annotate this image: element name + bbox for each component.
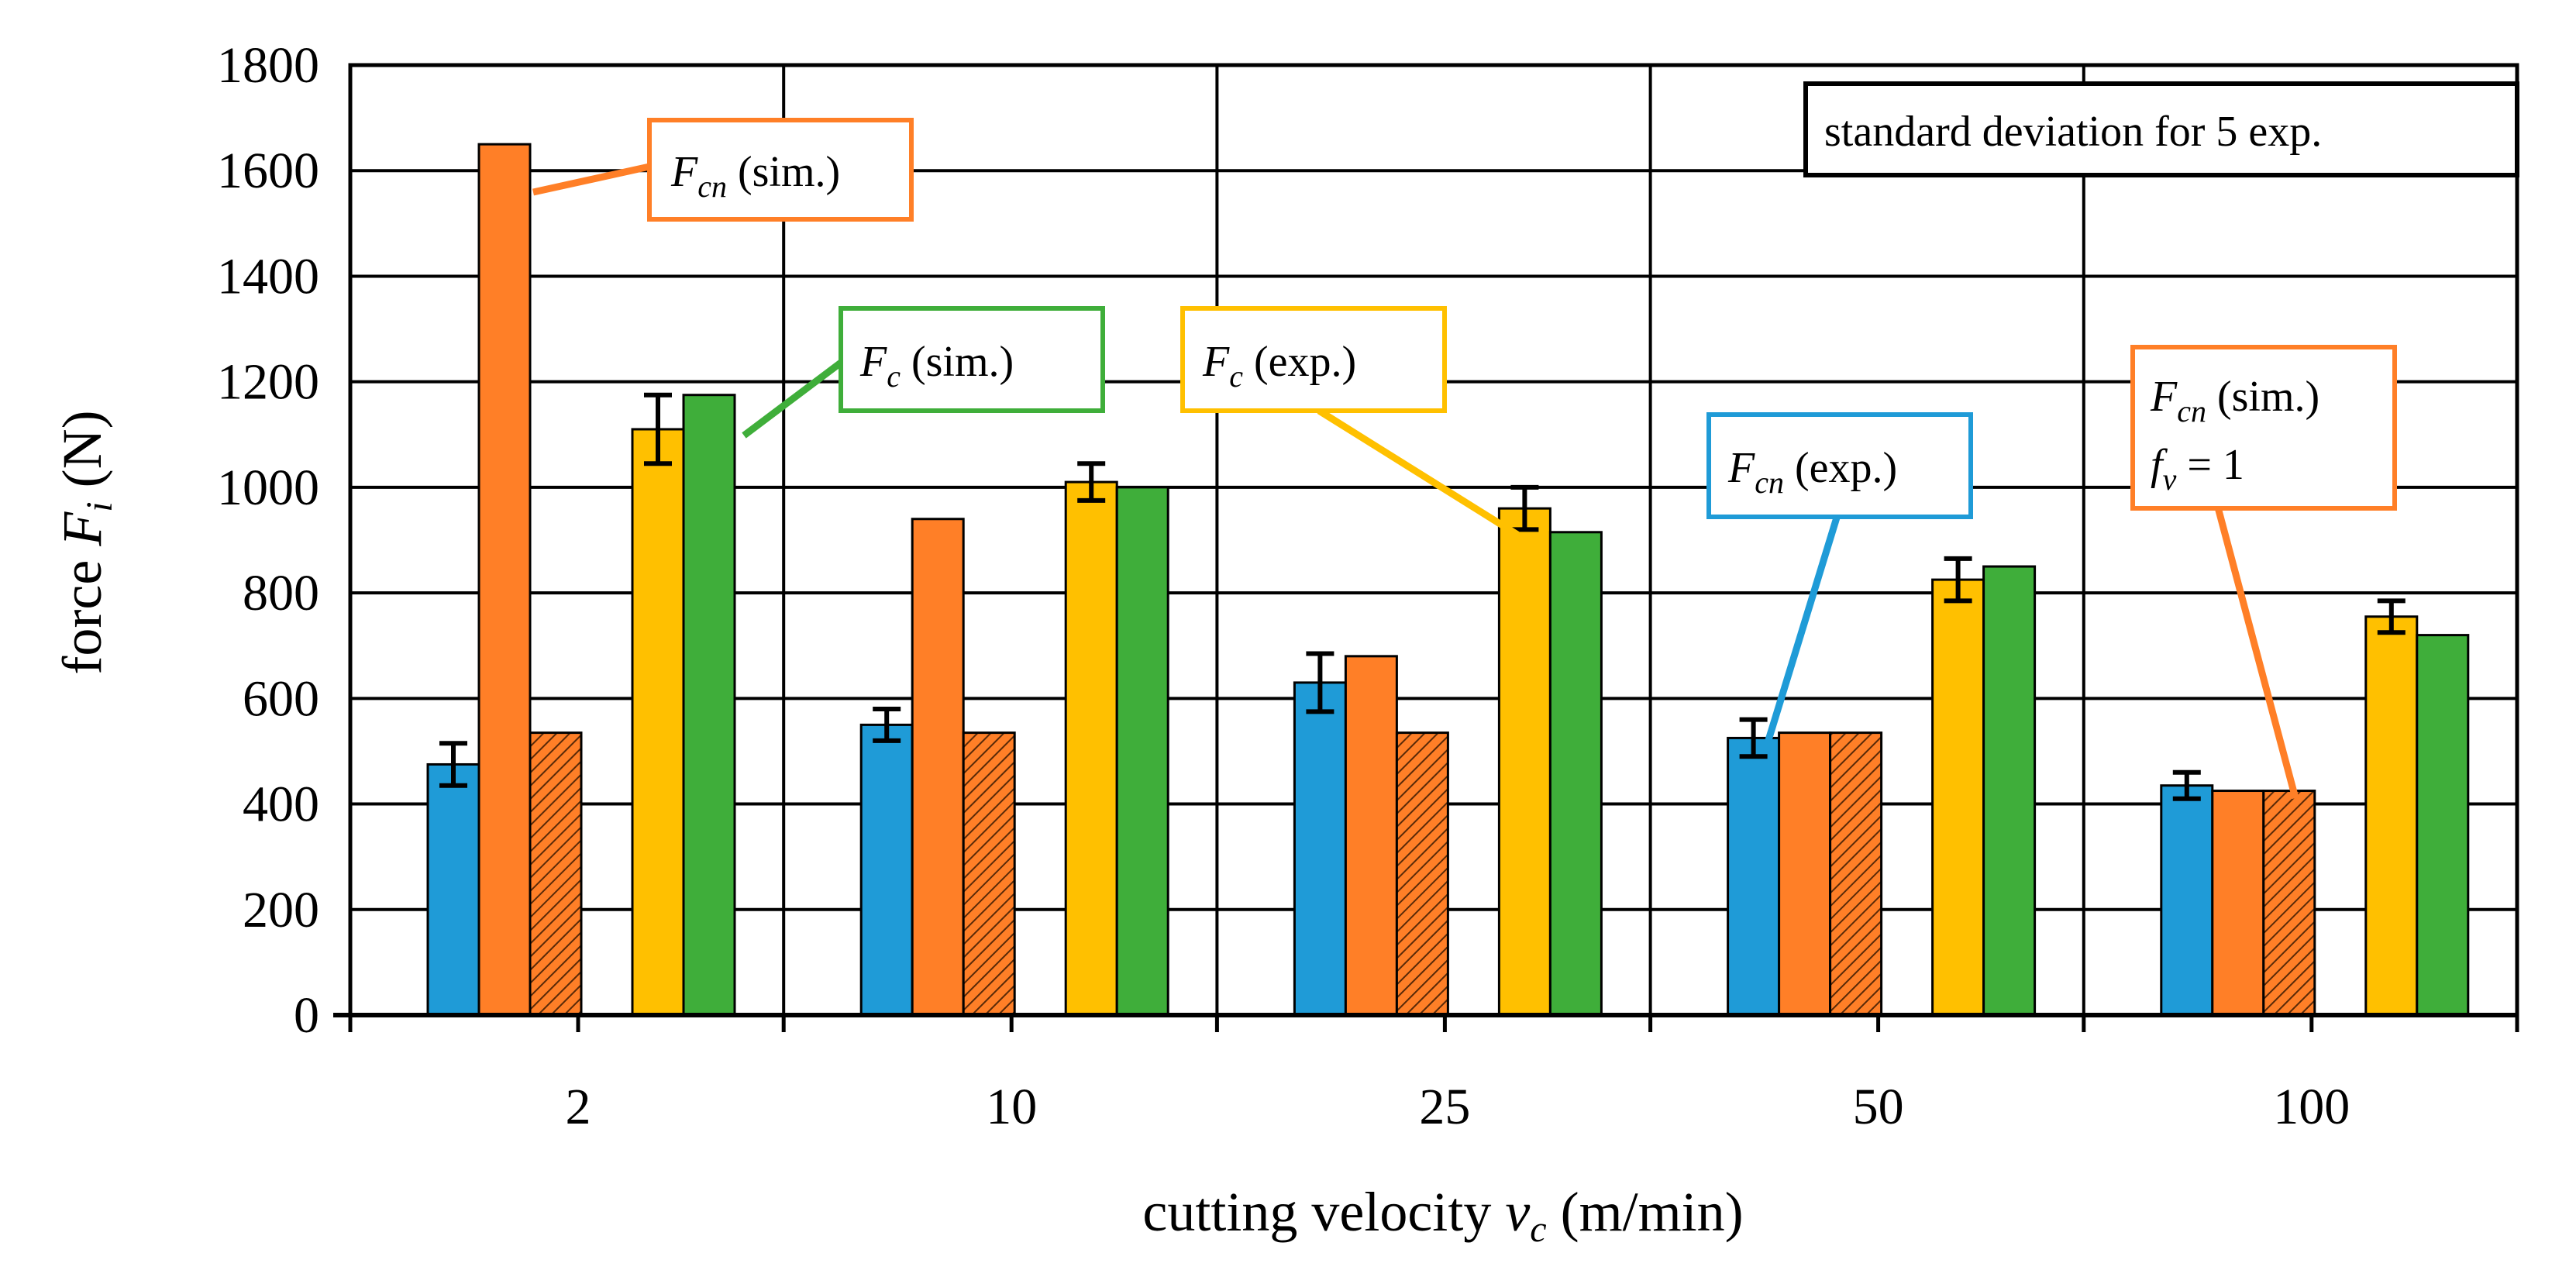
x-axis-title: cutting velocity vc (m/min)	[1142, 1181, 1743, 1250]
svg-text:Fc (sim.): Fc (sim.)	[859, 338, 1014, 394]
bar	[529, 731, 583, 1017]
svg-text:fv = 1: fv = 1	[2151, 441, 2244, 497]
x-tick-label: 2	[566, 1079, 591, 1135]
y-tick-labels: 0 200 400 600 800 1000 1200 1400 1600 1800	[217, 37, 319, 1044]
x-tick-label: 10	[986, 1079, 1037, 1135]
error-bars	[439, 392, 2406, 801]
svg-text:Fc (exp.): Fc (exp.)	[1202, 338, 1356, 394]
annotation-standard-deviation: standard deviation for 5 exp.	[1803, 81, 2519, 177]
y-tick-label: 1600	[217, 143, 319, 199]
leader-fcn-sim-fv	[2214, 506, 2299, 800]
bar	[631, 428, 685, 1017]
svg-text:Fcn (sim.): Fcn (sim.)	[2150, 373, 2319, 429]
x-tick-labels: 2 10 25 50 100	[566, 1079, 2350, 1135]
y-axis-title: force Fi (N)	[51, 410, 120, 674]
y-tick-label: 200	[243, 882, 319, 938]
bar	[2160, 784, 2214, 1017]
axes	[333, 63, 2519, 1032]
bar	[477, 143, 532, 1017]
y-tick-label: 0	[294, 987, 319, 1044]
bar	[962, 731, 1016, 1017]
annotation-leaders	[532, 163, 2299, 800]
x-tick-label: 100	[2273, 1079, 2350, 1135]
y-tick-label: 1800	[217, 37, 319, 94]
y-tick-label: 800	[243, 565, 319, 621]
annotation-fc-exp: Fc (exp.)	[1180, 306, 1447, 413]
y-tick-label: 600	[243, 670, 319, 727]
y-tick-label: 1200	[217, 354, 319, 411]
bar	[1982, 565, 2037, 1017]
bar	[426, 762, 480, 1017]
annotation-fcn-exp: Fcn (exp.)	[1706, 412, 1973, 519]
leader-fc-sim	[742, 360, 843, 439]
leader-fcn-exp	[1765, 506, 1844, 742]
bar	[1497, 507, 1551, 1017]
bar	[2364, 615, 2419, 1017]
annotation-fcn-sim-fv: Fcn (sim.) fv = 1	[2130, 345, 2397, 511]
bar	[1727, 736, 1781, 1017]
bar	[2211, 790, 2265, 1017]
y-tick-label: 1400	[217, 248, 319, 305]
bars	[426, 143, 2470, 1017]
bar	[1829, 731, 1883, 1017]
bar	[1115, 486, 1169, 1017]
y-tick-label: 400	[243, 776, 319, 833]
bar	[859, 723, 914, 1017]
x-tick-label: 50	[1853, 1079, 1904, 1135]
svg-text:Fcn (exp.): Fcn (exp.)	[1727, 444, 1897, 500]
annotation-fcn-sim: Fcn (sim.)	[647, 118, 914, 222]
leader-fc-exp	[1317, 408, 1520, 538]
svg-text:Fcn (sim.): Fcn (sim.)	[670, 148, 840, 204]
bar	[2416, 634, 2470, 1017]
svg-text:standard deviation for 5 exp.: standard deviation for 5 exp.	[1824, 108, 2322, 156]
bar	[682, 394, 736, 1017]
bar	[2262, 790, 2316, 1017]
bar	[911, 518, 965, 1017]
bar	[1931, 578, 1985, 1017]
annotation-fc-sim: Fc (sim.)	[839, 306, 1105, 413]
bar	[1548, 531, 1603, 1017]
bar	[1395, 731, 1449, 1017]
bar	[1344, 655, 1398, 1017]
bar	[1064, 480, 1118, 1017]
x-tick-label: 25	[1419, 1079, 1470, 1135]
leader-fcn-sim	[532, 163, 650, 196]
bar	[1778, 731, 1832, 1017]
bar	[1293, 681, 1347, 1017]
y-tick-label: 1000	[217, 460, 319, 516]
